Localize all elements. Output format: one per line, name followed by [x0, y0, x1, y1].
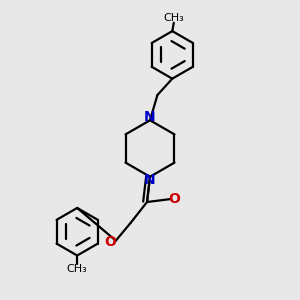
Text: CH₃: CH₃ — [67, 264, 88, 274]
Text: O: O — [104, 235, 116, 249]
Text: N: N — [144, 110, 156, 124]
Text: CH₃: CH₃ — [164, 13, 184, 23]
Text: N: N — [144, 173, 156, 187]
Text: O: O — [168, 192, 180, 206]
